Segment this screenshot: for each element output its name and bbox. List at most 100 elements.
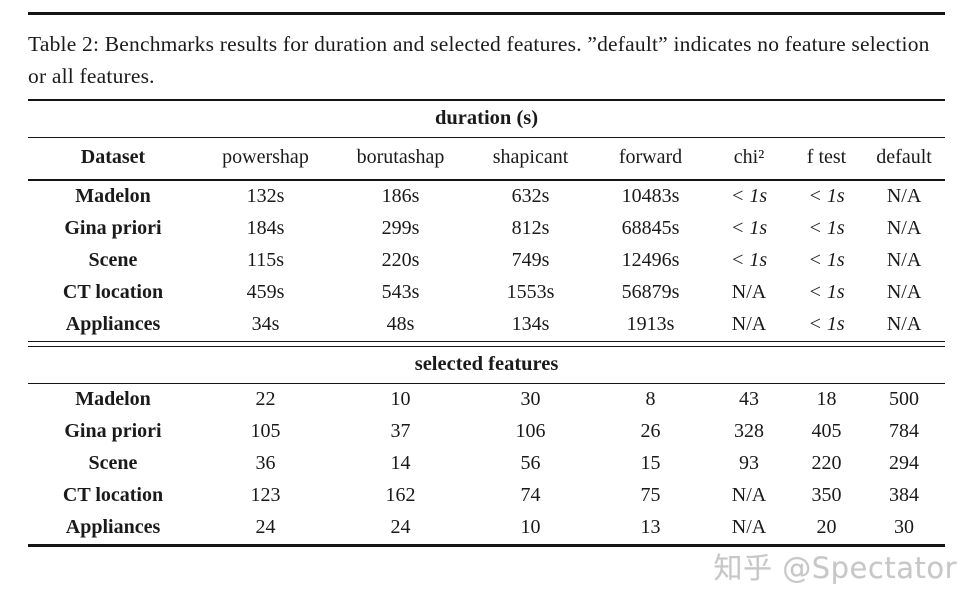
value-cell: 8 <box>645 387 656 410</box>
value-cell: 405 <box>811 419 842 442</box>
column-header-shapicant: shapicant <box>468 137 593 181</box>
value-cell: 784 <box>889 419 920 442</box>
value-cell: 75 <box>640 483 661 506</box>
column-header-default: default <box>863 137 946 181</box>
column-header-powershap: powershap <box>198 137 333 181</box>
value-cell: 459s <box>246 280 285 303</box>
dataset-cell: CT location <box>62 483 164 506</box>
value-cell: 10 <box>520 515 541 538</box>
value-cell: 24 <box>390 515 411 538</box>
dataset-cell: Scene <box>88 451 138 474</box>
value-cell: N/A <box>731 312 767 335</box>
section-title: duration (s) <box>28 98 946 138</box>
value-cell: 299s <box>381 216 420 239</box>
value-cell: 632s <box>511 184 550 207</box>
table-row: Scene 36 14 56 15 93 220 294 <box>28 448 945 480</box>
table-row: CT location 459s 543s 1553s 56879s N/A < 1s N/A <box>28 277 945 309</box>
value-cell: < 1s <box>808 280 845 303</box>
table-row: Madelon 132s 186s 632s 10483s < 1s < 1s N/A <box>28 180 945 213</box>
value-cell: N/A <box>886 312 922 335</box>
value-cell: N/A <box>731 483 767 506</box>
watermark: 知乎 @Spectator <box>713 551 957 585</box>
value-cell: 14 <box>390 451 411 474</box>
value-cell: N/A <box>731 515 767 538</box>
value-cell: 328 <box>734 419 764 442</box>
value-cell: 220 <box>811 451 842 474</box>
dataset-cell: Appliances <box>65 515 161 538</box>
value-cell: N/A <box>886 280 922 303</box>
value-cell: 162 <box>385 483 416 506</box>
value-cell: 36 <box>255 451 276 474</box>
duration-rows: Madelon 132s 186s 632s 10483s < 1s < 1s N/A Gina… <box>28 180 945 342</box>
value-cell: 500 <box>889 387 920 410</box>
value-cell: < 1s <box>808 312 845 335</box>
value-cell: 56879s <box>621 280 680 303</box>
value-cell: 34s <box>251 312 280 335</box>
table-row: Madelon 22 10 30 8 43 18 500 <box>28 383 945 416</box>
section-header-duration: duration (s) <box>28 98 946 138</box>
value-cell: 15 <box>640 451 661 474</box>
column-header-row: Dataset powershap borutashap shapicant f… <box>28 137 946 181</box>
value-cell: N/A <box>886 216 922 239</box>
value-cell: 115s <box>246 248 285 271</box>
value-cell: < 1s <box>730 184 768 207</box>
dataset-cell: Gina priori <box>64 216 162 239</box>
value-cell: 37 <box>390 419 411 442</box>
value-cell: 1553s <box>506 280 555 303</box>
value-cell: 74 <box>520 483 541 506</box>
section-title: selected features <box>28 346 946 384</box>
benchmark-table: duration (s) Dataset powershap borutasha… <box>28 98 946 547</box>
value-cell: < 1s <box>730 248 768 271</box>
value-cell: N/A <box>731 280 767 303</box>
column-header-forward: forward <box>593 137 708 181</box>
column-header-borutashap: borutashap <box>333 137 468 181</box>
value-cell: 749s <box>511 248 550 271</box>
table-row: CT location 123 162 74 75 N/A 350 384 <box>28 480 945 512</box>
value-cell: 30 <box>520 387 541 410</box>
value-cell: < 1s <box>808 184 845 207</box>
value-cell: 30 <box>894 515 915 538</box>
column-header-chi2: chi² <box>708 137 790 181</box>
table-row: Gina priori 105 37 106 26 328 405 784 <box>28 416 945 448</box>
table-row: Scene 115s 220s 749s 12496s < 1s < 1s N/A <box>28 245 945 277</box>
dataset-cell: CT location <box>62 280 164 303</box>
dataset-cell: Gina priori <box>64 419 162 442</box>
column-header-dataset: Dataset <box>28 137 198 181</box>
table-row: Gina priori 184s 299s 812s 68845s < 1s < 1s N/A <box>28 213 945 245</box>
table-row: Appliances 34s 48s 134s 1913s N/A < 1s N/A <box>28 309 945 342</box>
value-cell: 10483s <box>621 184 680 207</box>
value-cell: 22 <box>255 387 276 410</box>
features-rows: Madelon 22 10 30 8 43 18 500 Gina priori 105 37 106… <box>28 383 945 545</box>
value-cell: 20 <box>816 515 837 538</box>
value-cell: 184s <box>246 216 285 239</box>
dataset-cell: Madelon <box>75 184 151 207</box>
value-cell: < 1s <box>808 248 845 271</box>
value-cell: 26 <box>640 419 661 442</box>
value-cell: 18 <box>816 387 837 410</box>
dataset-cell: Scene <box>88 248 138 271</box>
value-cell: 48s <box>386 312 415 335</box>
value-cell: 24 <box>255 515 276 538</box>
value-cell: 43 <box>739 387 759 410</box>
value-cell: 56 <box>520 451 541 474</box>
table-row: Appliances 24 24 10 13 N/A 20 30 <box>28 512 945 546</box>
value-cell: 134s <box>511 312 550 335</box>
value-cell: 12496s <box>621 248 680 271</box>
value-cell: 132s <box>246 184 285 207</box>
value-cell: < 1s <box>808 216 845 239</box>
top-divider <box>28 12 945 15</box>
value-cell: 350 <box>811 483 842 506</box>
value-cell: 68845s <box>621 216 680 239</box>
value-cell: 1913s <box>626 312 675 335</box>
value-cell: 93 <box>739 451 759 474</box>
value-cell: 105 <box>250 419 281 442</box>
value-cell: 543s <box>381 280 420 303</box>
value-cell: 384 <box>889 483 920 506</box>
column-header-ftest: f test <box>790 137 863 181</box>
section-divider <box>28 340 946 347</box>
value-cell: 106 <box>515 419 546 442</box>
value-cell: 123 <box>250 483 281 506</box>
value-cell: 10 <box>390 387 411 410</box>
table-caption: Table 2: Benchmarks results for duration… <box>28 32 930 89</box>
value-cell: 220s <box>381 248 420 271</box>
